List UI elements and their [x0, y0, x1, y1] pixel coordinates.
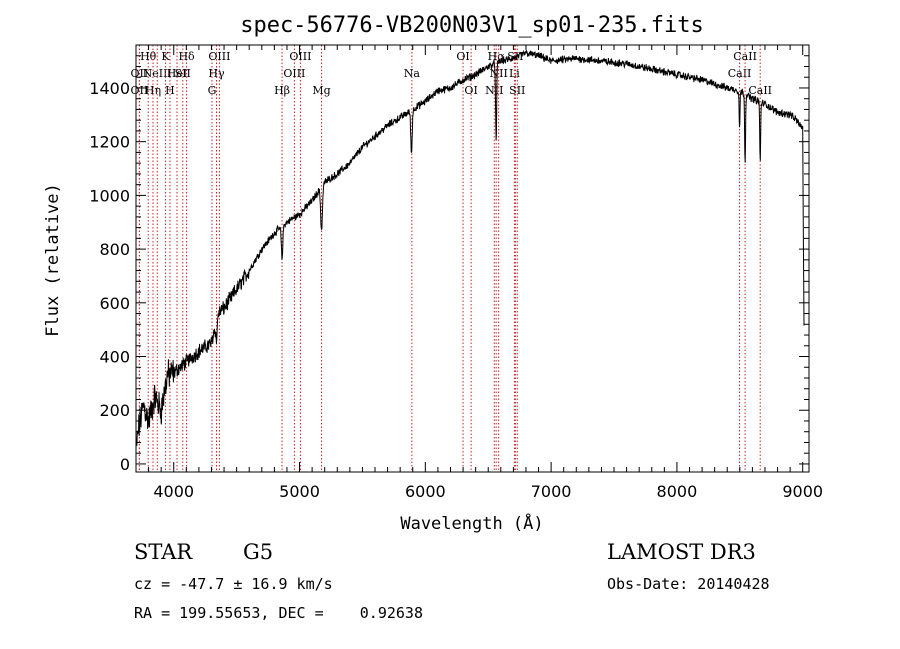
- line-marker-label-18: OI: [456, 50, 469, 63]
- line-marker-label-6: H: [165, 84, 175, 97]
- x-tick-label-7000: 7000: [531, 482, 572, 501]
- line-marker-label-19: OI: [464, 84, 477, 97]
- x-tick-label-5000: 5000: [279, 482, 320, 501]
- y-tick-label-600: 600: [99, 294, 130, 313]
- line-marker-label-17: Na: [404, 67, 421, 80]
- line-marker-label-27: CaII: [733, 50, 757, 63]
- obs-date: Obs-Date: 20140428: [607, 575, 770, 593]
- line-marker-label-22: NII: [490, 67, 508, 80]
- line-marker-label-11: G: [208, 84, 217, 97]
- line-marker-label-25: SII: [509, 84, 525, 97]
- ra-dec: RA = 199.55653, DEC = 0.92638: [134, 604, 423, 622]
- y-tick-label-200: 200: [99, 401, 130, 420]
- line-marker-label-2: OII: [131, 84, 149, 97]
- y-tick-label-1000: 1000: [89, 186, 130, 205]
- line-marker-label-28: CaII: [748, 84, 772, 97]
- chart-title: spec-56776-VB200N03V1_sp01-235.fits: [240, 13, 704, 38]
- line-markers: HθOIIOIIHηNeIIIKHHeISIIHδHγGOIIIHβOIIIOI…: [131, 45, 772, 472]
- line-marker-label-26: CaII: [728, 67, 752, 80]
- y-tick-label-1200: 1200: [89, 133, 130, 152]
- line-marker-label-5: K: [161, 50, 170, 63]
- survey-name: LAMOST DR3: [607, 540, 756, 564]
- line-marker-label-12: OIII: [208, 50, 230, 63]
- line-marker-label-15: OIII: [289, 50, 311, 63]
- redshift-cz: cz = -47.7 ± 16.9 km/s: [134, 575, 333, 593]
- line-marker-label-7: HeI: [167, 67, 187, 80]
- axes: 4000 5000 6000 7000 8000 9000 0 200 400 600 800 100…: [89, 44, 823, 501]
- y-tick-label-800: 800: [99, 240, 130, 259]
- line-marker-label-13: Hβ: [274, 84, 290, 97]
- x-tick-label-6000: 6000: [405, 482, 446, 501]
- line-marker-label-3: Hη: [145, 84, 161, 97]
- line-marker-label-10: Hγ: [208, 67, 225, 80]
- line-marker-label-16: Mg: [312, 84, 330, 97]
- y-tick-label-0: 0: [120, 455, 130, 474]
- line-marker-label-14: OIII: [283, 67, 305, 80]
- line-marker-label-8: SII: [175, 67, 191, 80]
- line-marker-label-20: NII: [485, 84, 503, 97]
- line-marker-label-23: Li: [509, 67, 520, 80]
- spectrum-series: [135, 49, 805, 450]
- x-tick-label-8000: 8000: [657, 482, 698, 501]
- line-marker-label-4: NeIII: [143, 67, 172, 80]
- plot-frame: [135, 44, 810, 473]
- x-axis-label: Wavelength (Å): [400, 512, 543, 534]
- y-tick-label-1400: 1400: [89, 79, 130, 98]
- x-tick-label-4000: 4000: [153, 482, 194, 501]
- x-tick-label-9000: 9000: [782, 482, 823, 501]
- y-tick-label-400: 400: [99, 348, 130, 367]
- line-marker-label-9: Hδ: [178, 50, 195, 63]
- y-axis-label: Flux (relative): [43, 183, 63, 337]
- spectrum-line: [135, 49, 805, 450]
- line-marker-label-0: Hθ: [140, 50, 157, 63]
- object-subclass: G5: [243, 540, 274, 564]
- object-class: STAR: [134, 540, 193, 564]
